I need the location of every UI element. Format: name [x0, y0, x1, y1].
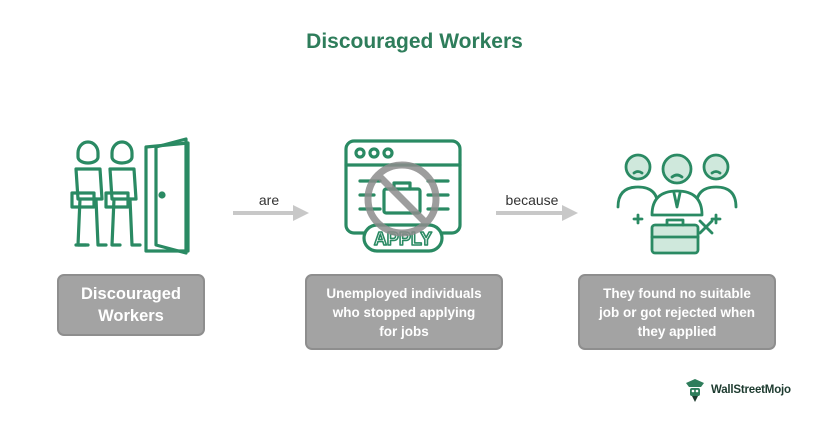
brand-text: WallStreetMojo [711, 384, 791, 396]
node-reason: They found no suitable job or got reject… [578, 274, 776, 350]
wallstreetmojo-logo-icon [686, 379, 704, 402]
node-label: They found no suitable job or got reject… [598, 285, 755, 339]
brand-logo: WallStreetMojo [684, 377, 791, 403]
edge-label-because: because [505, 192, 559, 208]
no-apply-icon: APPLY [344, 139, 462, 253]
rejected-people-briefcase-icon [616, 153, 738, 255]
edge-label-are: are [258, 192, 280, 208]
page-title: Discouraged Workers [306, 30, 523, 53]
arrow-right-icon [233, 205, 309, 221]
arrow-right-icon [496, 205, 578, 221]
node-unemployed-individuals: Unemployed individuals who stopped apply… [305, 274, 503, 350]
node-label: Discouraged Workers [81, 285, 181, 325]
node-label: Unemployed individuals who stopped apply… [326, 285, 482, 339]
node-discouraged-workers: Discouraged Workers [57, 274, 205, 336]
people-walking-out-door-icon [70, 137, 190, 255]
